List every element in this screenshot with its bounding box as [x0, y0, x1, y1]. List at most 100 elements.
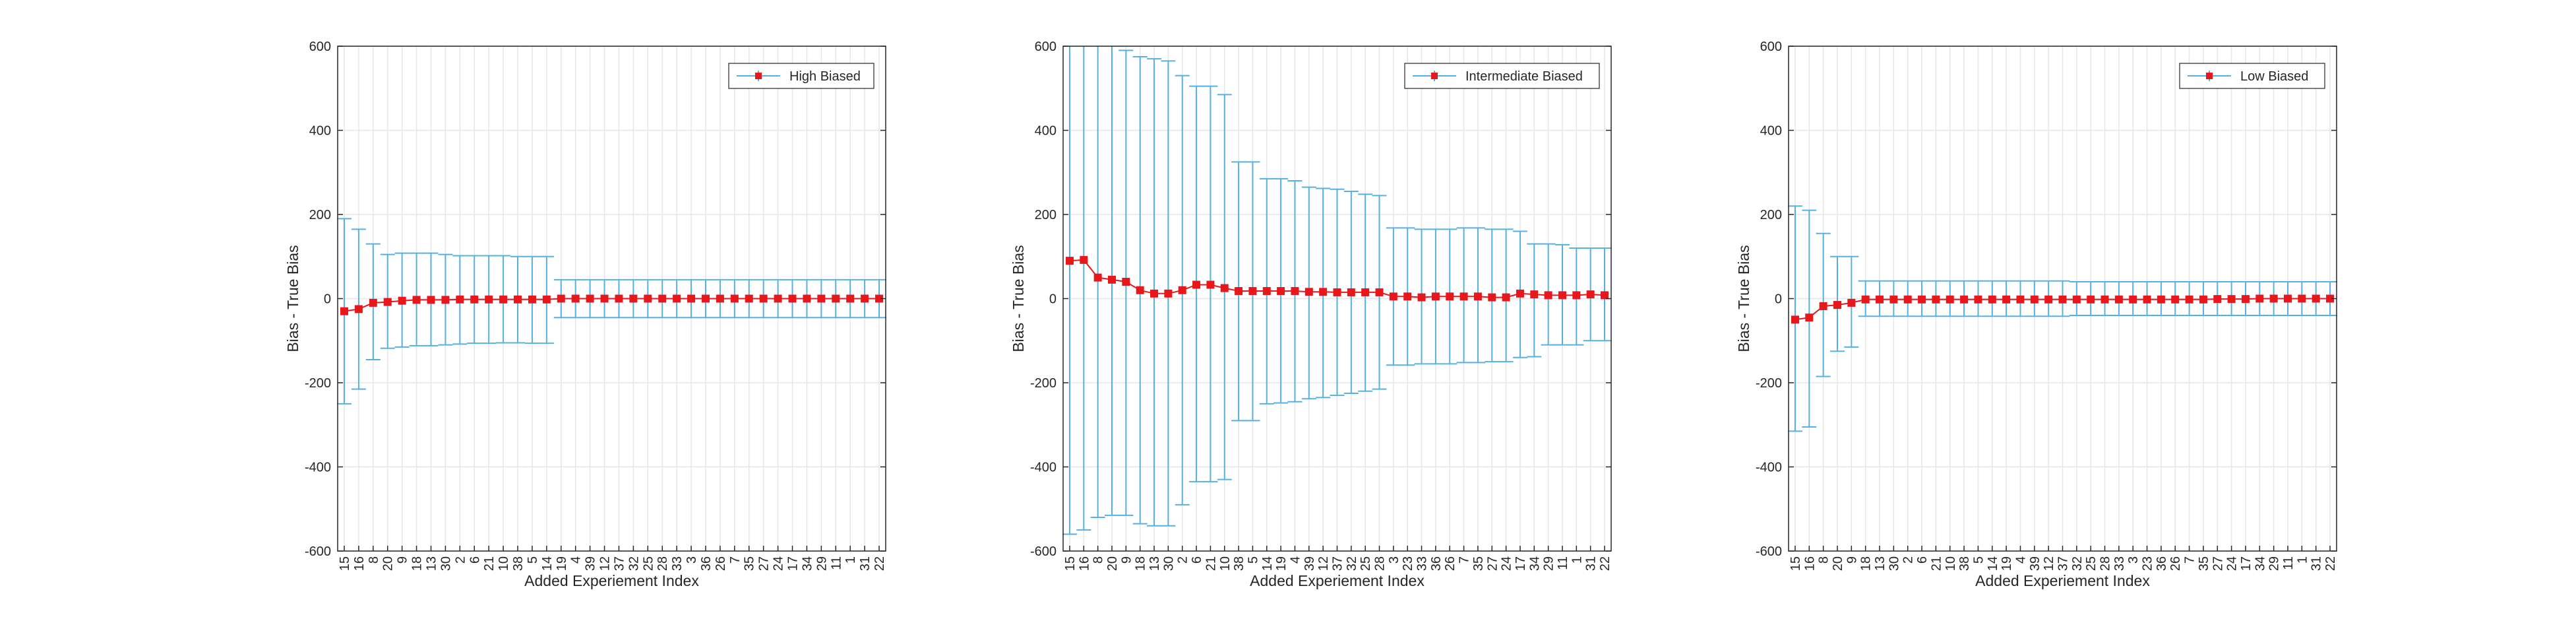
- data-point: [1206, 280, 1215, 289]
- x-tick-label: 1: [1570, 556, 1584, 564]
- data-point: [730, 294, 739, 303]
- x-tick-label: 26: [1443, 556, 1457, 571]
- y-tick-label: 0: [324, 292, 331, 307]
- data-point: [1235, 287, 1243, 296]
- data-point: [1791, 315, 1799, 324]
- x-tick-label: 4: [569, 556, 584, 564]
- data-point: [1459, 292, 1468, 301]
- legend-label: High Biased: [789, 69, 861, 84]
- x-tick-label: 18: [410, 556, 425, 571]
- data-point: [2002, 295, 2011, 304]
- x-tick-label: 10: [1218, 556, 1233, 571]
- x-tick-label: 9: [1845, 556, 1859, 564]
- x-tick-label: 17: [1514, 556, 1528, 571]
- y-axis-label: Bias - True Bias: [1735, 245, 1752, 352]
- data-point: [1903, 295, 1912, 304]
- x-tick-label: 26: [2168, 556, 2183, 571]
- x-tick-label: 15: [338, 556, 352, 571]
- y-tick-label: 400: [1760, 124, 1782, 139]
- data-point: [1277, 287, 1285, 296]
- data-point: [1530, 290, 1539, 299]
- x-tick-label: 11: [829, 556, 843, 570]
- data-point: [2143, 295, 2151, 304]
- x-tick-label: 38: [511, 556, 526, 571]
- data-point: [1262, 287, 1271, 296]
- x-tick-label: 15: [1063, 556, 1078, 571]
- y-tick-label: 0: [1049, 292, 1057, 307]
- x-tick-label: 24: [1500, 556, 1514, 571]
- data-point: [1319, 288, 1328, 296]
- data-point: [2171, 295, 2180, 304]
- x-tick-label: 20: [381, 556, 396, 571]
- data-point: [803, 294, 811, 303]
- y-tick-label: 200: [1760, 208, 1782, 222]
- x-tick-label: 2: [453, 556, 468, 564]
- data-point: [1150, 289, 1159, 298]
- data-point: [1833, 301, 1842, 310]
- data-point: [1601, 291, 1609, 300]
- data-point: [1375, 288, 1384, 296]
- x-tick-label: 13: [1148, 556, 1162, 571]
- data-point: [456, 295, 464, 304]
- data-point: [1988, 295, 1996, 304]
- data-point: [2298, 294, 2306, 303]
- x-tick-label: 34: [1527, 556, 1542, 571]
- x-tick-label: 27: [2211, 556, 2225, 571]
- data-point: [1572, 291, 1581, 300]
- x-tick-label: 3: [2126, 556, 2141, 564]
- x-tick-label: 14: [540, 556, 555, 571]
- x-tick-label: 37: [612, 556, 627, 571]
- x-tick-label: 10: [1944, 556, 1958, 571]
- x-tick-label: 25: [1359, 556, 1373, 571]
- data-point: [629, 294, 638, 303]
- x-tick-label: 2: [1901, 556, 1916, 564]
- x-tick-label: 6: [468, 556, 482, 564]
- data-point: [557, 294, 565, 303]
- data-point: [1847, 298, 1856, 307]
- y-tick-label: 600: [309, 40, 331, 54]
- data-point: [1093, 273, 1102, 282]
- y-tick-label: -200: [305, 376, 331, 391]
- data-point: [2030, 295, 2039, 304]
- data-point: [354, 305, 363, 313]
- x-tick-label: 29: [2267, 556, 2282, 571]
- data-point: [832, 294, 840, 303]
- x-tick-label: 6: [1190, 556, 1204, 564]
- y-tick-label: -200: [1030, 376, 1057, 391]
- data-point: [412, 296, 421, 304]
- data-point: [2114, 295, 2123, 304]
- legend: Intermediate Biased: [1404, 63, 1600, 89]
- data-point: [1488, 293, 1496, 302]
- x-tick-label: 10: [497, 556, 511, 571]
- x-tick-label: 11: [1556, 556, 1570, 570]
- data-point: [1347, 288, 1355, 296]
- x-tick-label: 32: [2070, 556, 2085, 571]
- error-bar: [1527, 243, 1542, 358]
- data-point: [2255, 294, 2264, 303]
- data-point: [542, 295, 551, 304]
- y-tick-label: -200: [1756, 376, 1782, 391]
- legend-marker: [1431, 73, 1438, 79]
- data-point: [1960, 295, 1969, 304]
- x-tick-label: 24: [772, 556, 786, 571]
- error-bar: [1062, 46, 1077, 535]
- data-point: [369, 298, 377, 307]
- data-point: [817, 294, 826, 303]
- x-tick-label: 16: [352, 556, 367, 571]
- data-point: [441, 296, 450, 304]
- x-tick-label: 7: [1457, 556, 1472, 564]
- legend-label: Low Biased: [2240, 69, 2308, 84]
- data-point: [716, 294, 724, 303]
- x-tick-label: 39: [584, 556, 598, 571]
- x-tick-label: 24: [2225, 556, 2240, 571]
- data-point: [2213, 295, 2222, 304]
- data-point: [2269, 294, 2278, 303]
- data-point: [383, 298, 392, 306]
- x-tick-label: 29: [1542, 556, 1556, 571]
- x-tick-label: 16: [1077, 556, 1091, 571]
- x-tick-label: 34: [2253, 556, 2267, 571]
- data-point: [644, 294, 652, 303]
- x-tick-label: 21: [1929, 556, 1944, 571]
